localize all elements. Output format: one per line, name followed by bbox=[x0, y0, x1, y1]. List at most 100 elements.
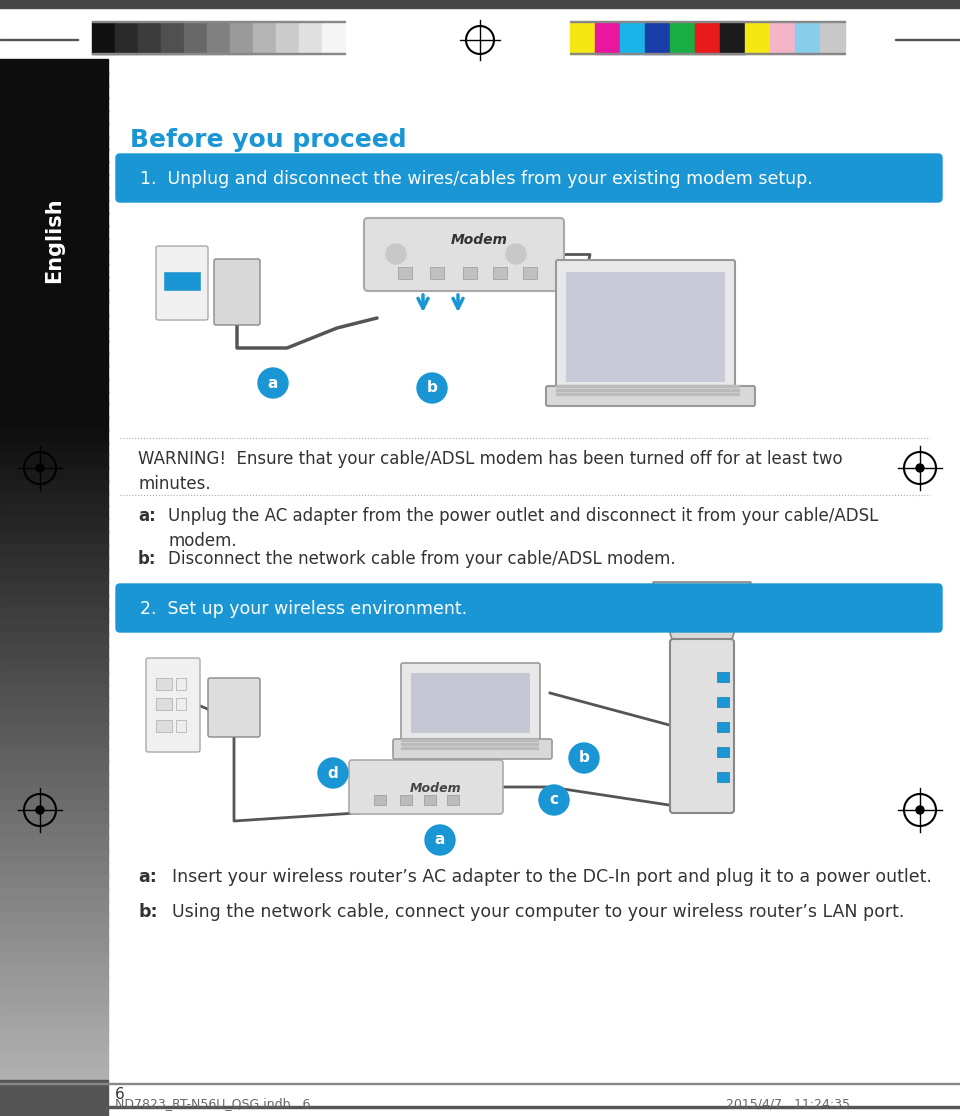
Bar bbox=[0, 492, 108, 508]
FancyBboxPatch shape bbox=[670, 639, 734, 812]
Bar bbox=[556, 393, 739, 395]
Bar bbox=[0, 710, 108, 724]
Bar bbox=[0, 1066, 108, 1081]
Bar bbox=[0, 569, 108, 584]
Bar bbox=[0, 607, 108, 622]
Text: English: English bbox=[44, 198, 64, 282]
Bar bbox=[430, 267, 444, 279]
Text: b:: b: bbox=[138, 550, 156, 568]
Circle shape bbox=[569, 743, 599, 773]
Bar bbox=[717, 722, 729, 732]
Bar bbox=[0, 849, 108, 864]
Bar bbox=[0, 696, 108, 711]
Bar bbox=[0, 901, 108, 915]
Bar bbox=[0, 429, 108, 443]
Text: Using the network cable, connect your computer to your wireless router’s LAN por: Using the network cable, connect your co… bbox=[172, 903, 904, 921]
Bar bbox=[0, 71, 108, 87]
Bar bbox=[156, 698, 172, 710]
Bar bbox=[0, 748, 108, 762]
Bar bbox=[176, 698, 186, 710]
Bar bbox=[895, 38, 960, 40]
Bar bbox=[0, 556, 108, 571]
Text: a:: a: bbox=[138, 868, 156, 886]
Bar bbox=[493, 267, 507, 279]
Bar bbox=[720, 22, 745, 54]
FancyBboxPatch shape bbox=[116, 584, 942, 632]
Bar bbox=[447, 795, 459, 805]
Bar bbox=[0, 186, 108, 201]
Bar bbox=[556, 385, 739, 387]
Bar bbox=[0, 148, 108, 163]
Text: Modem: Modem bbox=[450, 233, 508, 247]
Bar bbox=[0, 875, 108, 889]
Bar bbox=[0, 684, 108, 699]
Bar bbox=[0, 773, 108, 788]
Bar bbox=[322, 22, 345, 54]
FancyBboxPatch shape bbox=[208, 679, 260, 737]
Bar bbox=[161, 22, 184, 54]
Bar bbox=[398, 267, 412, 279]
Bar bbox=[164, 272, 200, 290]
Bar bbox=[0, 1041, 108, 1056]
Bar bbox=[717, 772, 729, 782]
Bar bbox=[463, 267, 477, 279]
Text: ND7823_RT-N56U_QSG.indb   6: ND7823_RT-N56U_QSG.indb 6 bbox=[115, 1097, 310, 1110]
Bar bbox=[0, 760, 108, 775]
Bar bbox=[184, 22, 207, 54]
Bar bbox=[0, 1054, 108, 1068]
Text: a:: a: bbox=[138, 507, 156, 525]
Bar bbox=[670, 22, 695, 54]
Bar bbox=[253, 22, 276, 54]
Bar bbox=[0, 863, 108, 877]
Bar bbox=[645, 22, 670, 54]
Bar bbox=[0, 212, 108, 227]
Text: 6: 6 bbox=[115, 1087, 125, 1101]
Bar bbox=[424, 795, 436, 805]
Bar bbox=[0, 531, 108, 546]
Text: WARNING!  Ensure that your cable/ADSL modem has been turned off for at least two: WARNING! Ensure that your cable/ADSL mod… bbox=[138, 450, 843, 493]
Bar bbox=[176, 720, 186, 732]
Bar bbox=[0, 824, 108, 839]
Bar bbox=[0, 976, 108, 992]
Text: Modem: Modem bbox=[410, 782, 462, 796]
Bar bbox=[401, 747, 538, 749]
Bar bbox=[695, 22, 720, 54]
Text: Unplug the AC adapter from the power outlet and disconnect it from your cable/AD: Unplug the AC adapter from the power out… bbox=[168, 507, 878, 550]
Bar bbox=[0, 620, 108, 635]
Bar bbox=[0, 301, 108, 316]
Bar bbox=[0, 391, 108, 405]
Text: b:: b: bbox=[138, 903, 157, 921]
Bar bbox=[0, 339, 108, 354]
Bar bbox=[0, 403, 108, 418]
Bar bbox=[0, 913, 108, 929]
Text: Disconnect the network cable from your cable/ADSL modem.: Disconnect the network cable from your c… bbox=[168, 550, 676, 568]
Text: a: a bbox=[435, 833, 445, 847]
Bar bbox=[0, 238, 108, 252]
FancyBboxPatch shape bbox=[156, 246, 208, 320]
Bar bbox=[156, 679, 172, 690]
Text: d: d bbox=[327, 766, 338, 780]
Bar bbox=[0, 85, 108, 99]
Bar bbox=[0, 110, 108, 125]
Bar bbox=[0, 224, 108, 240]
Bar bbox=[0, 595, 108, 609]
Bar bbox=[0, 990, 108, 1004]
Bar bbox=[0, 926, 108, 941]
Bar bbox=[717, 747, 729, 757]
Bar bbox=[0, 135, 108, 151]
Text: a: a bbox=[268, 375, 278, 391]
Bar bbox=[0, 645, 108, 661]
Bar bbox=[0, 658, 108, 673]
Text: b: b bbox=[579, 750, 589, 766]
Bar bbox=[0, 480, 108, 494]
Bar bbox=[0, 123, 108, 137]
Bar bbox=[0, 1016, 108, 1030]
FancyBboxPatch shape bbox=[349, 760, 503, 814]
Bar bbox=[0, 671, 108, 685]
Bar bbox=[0, 365, 108, 379]
Circle shape bbox=[258, 368, 288, 398]
Bar bbox=[0, 633, 108, 647]
Bar bbox=[0, 799, 108, 814]
Bar bbox=[0, 454, 108, 469]
Bar bbox=[138, 22, 161, 54]
